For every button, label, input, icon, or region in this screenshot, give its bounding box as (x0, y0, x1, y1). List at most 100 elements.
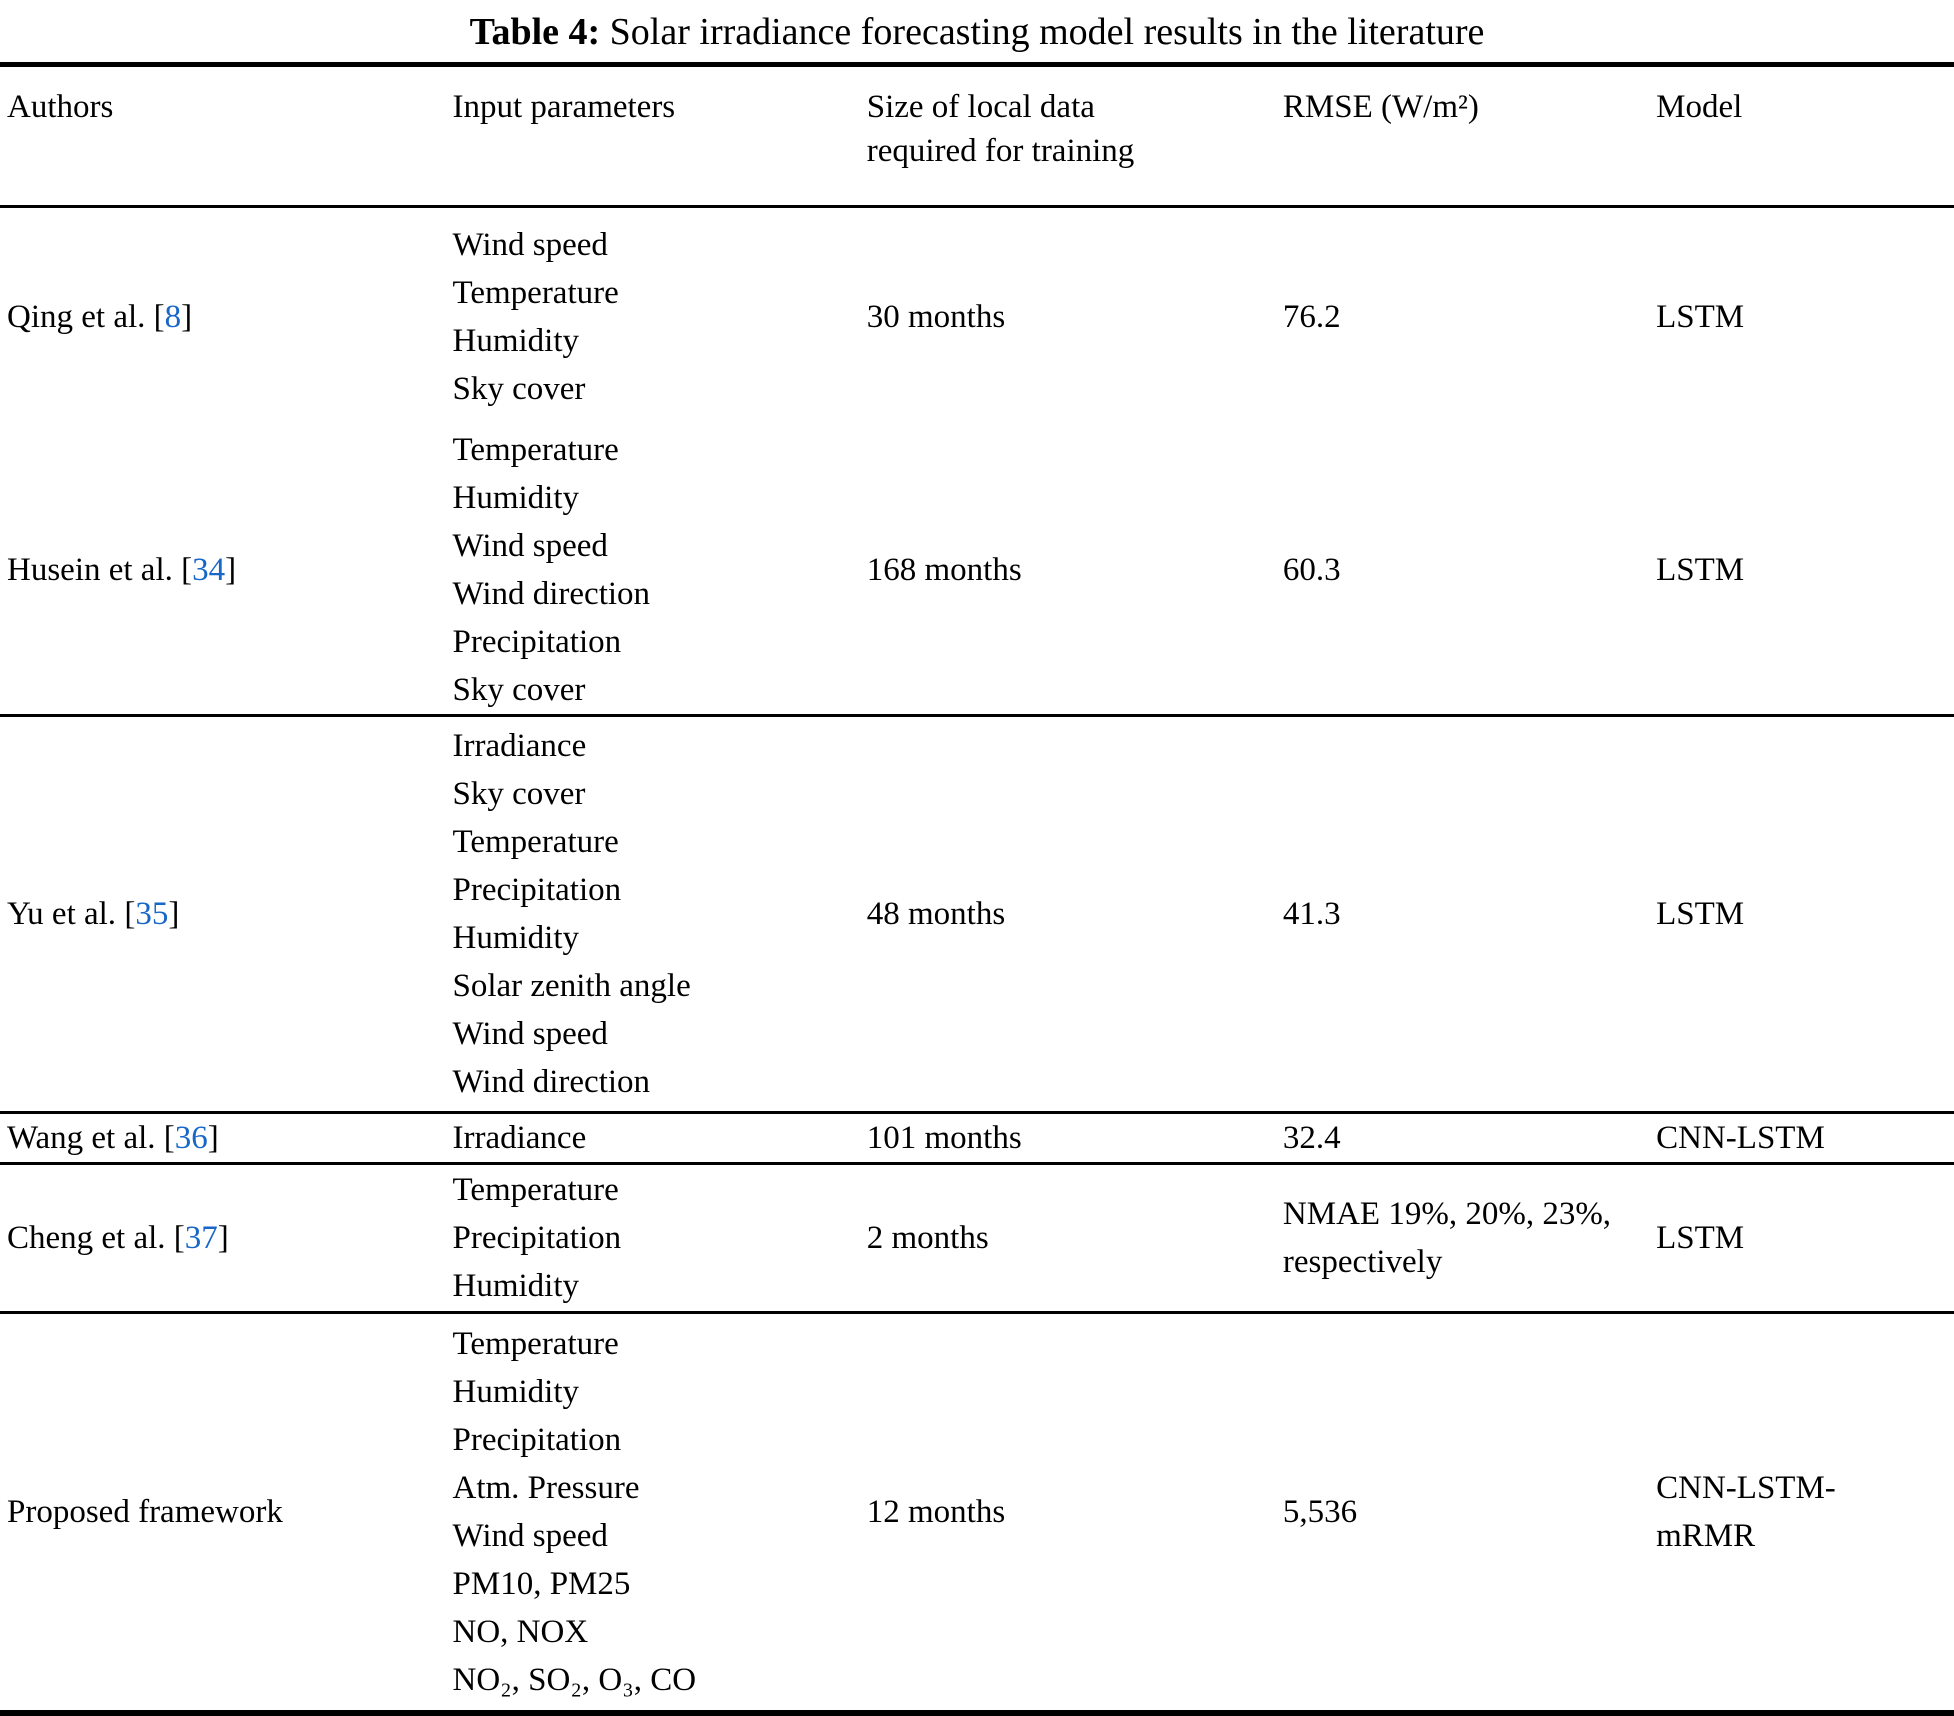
rmse-cell: 32.4 (1275, 1112, 1650, 1165)
parameter-line: NO₂, SO₂, O₃, CO (452, 1662, 697, 1698)
training-size-cell: 101 months (859, 1112, 1276, 1165)
table-row: Proposed framework Temperature Humidity … (0, 1313, 1954, 1714)
col-header-size: Size of local data required for training (859, 64, 1276, 208)
author-name: Yu et al. (7, 896, 117, 932)
citation-bracket-open: [ (155, 1120, 175, 1156)
input-parameters-cell: Temperature Humidity Wind speed Wind dir… (445, 426, 860, 717)
parameter-line: Irradiance (452, 1120, 587, 1156)
parameter-line: Sky cover (452, 776, 586, 812)
parameter-line: Wind speed (452, 1016, 608, 1052)
model-cell: CNN-LSTM-mRMR (1649, 1313, 1954, 1714)
parameter-line: Wind direction (452, 576, 651, 612)
results-table: Authors Input parameters Size of local d… (0, 62, 1954, 1716)
parameter-line: Wind speed (452, 1518, 608, 1554)
input-parameters-cell: Temperature Precipitation Humidity (445, 1163, 860, 1314)
citation-link[interactable]: 8 (164, 299, 182, 335)
citation-bracket-close: ] (217, 1220, 229, 1256)
citation-bracket-close: ] (168, 896, 180, 932)
citation-link[interactable]: 37 (184, 1220, 218, 1256)
model-cell: LSTM (1649, 1163, 1954, 1314)
citation-bracket-open: [ (165, 1220, 185, 1256)
header-row: Authors Input parameters Size of local d… (0, 64, 1954, 208)
parameter-line: Precipitation (452, 624, 622, 660)
citation-link[interactable]: 34 (192, 552, 226, 588)
col-header-size-text: Size of local data required for training (866, 89, 1135, 169)
authors-cell: Wang et al. [36] (0, 1112, 446, 1165)
col-header-authors: Authors (0, 64, 446, 208)
table-caption-label: Table 4: (469, 11, 601, 53)
training-size-cell: 30 months (866, 299, 1006, 335)
parameter-line: Sky cover (452, 672, 586, 708)
training-size-cell: 168 months (859, 426, 1276, 717)
table-row: Wang et al. [36] Irradiance 101 months 3… (0, 1112, 1954, 1165)
training-size-cell: 2 months (859, 1163, 1276, 1314)
parameter-line: Temperature (452, 275, 619, 311)
parameter-line: Humidity (452, 1268, 580, 1304)
model-cell: LSTM (1649, 426, 1954, 717)
author-name: Qing et al. (7, 299, 146, 335)
training-size-cell: 12 months (866, 1494, 1006, 1530)
table-row: Husein et al. [34] Temperature Humidity … (0, 426, 1954, 717)
authors-cell: Husein et al. [34] (0, 426, 446, 717)
table-caption: Table 4: Solar irradiance forecasting mo… (0, 0, 1954, 62)
author-name: Proposed framework (7, 1494, 283, 1530)
authors-cell: Yu et al. [35] (0, 715, 446, 1114)
citation-link[interactable]: 36 (174, 1120, 208, 1156)
parameter-line: NO, NOX (452, 1614, 589, 1650)
parameter-line: Humidity (452, 323, 580, 359)
citation-bracket-close: ] (181, 299, 193, 335)
training-size-cell: 48 months (859, 715, 1276, 1114)
parameter-line: Precipitation (452, 1422, 622, 1458)
citation-bracket-close: ] (225, 552, 237, 588)
table-row: Qing et al. [8] Wind speed Temperature H… (0, 207, 1954, 427)
parameter-line: PM10, PM25 (452, 1566, 631, 1602)
input-parameters-cell: Irradiance Sky cover Temperature Precipi… (445, 715, 860, 1114)
parameter-line: Precipitation (452, 872, 622, 908)
rmse-value: NMAE 19%, 20%, 23%, respectively (1282, 1196, 1612, 1280)
authors-cell: Cheng et al. [37] (0, 1163, 446, 1314)
citation-bracket-open: [ (116, 896, 136, 932)
author-name: Cheng et al. (7, 1220, 166, 1256)
table-row: Yu et al. [35] Irradiance Sky cover Temp… (0, 715, 1954, 1114)
col-header-rmse: RMSE (W/m²) (1275, 64, 1650, 208)
model-cell: LSTM (1656, 299, 1745, 335)
rmse-cell: 76.2 (1282, 299, 1341, 335)
citation-bracket-open: [ (172, 552, 193, 588)
parameter-line: Humidity (452, 1374, 580, 1410)
input-parameters-cell: Wind speed Temperature Humidity Sky cove… (446, 207, 860, 427)
rmse-cell: 41.3 (1275, 715, 1650, 1114)
col-header-input-parameters: Input parameters (445, 64, 860, 208)
parameter-line: Temperature (452, 824, 619, 860)
rmse-cell: 60.3 (1275, 426, 1650, 717)
parameter-line: Humidity (452, 920, 580, 956)
authors-cell: Proposed framework (0, 1313, 446, 1714)
table-caption-text: Solar irradiance forecasting model resul… (600, 11, 1485, 53)
col-header-model: Model (1649, 64, 1954, 208)
parameter-line: Wind direction (452, 1064, 651, 1100)
parameter-line: Temperature (452, 1326, 619, 1362)
parameter-line: Wind speed (452, 528, 608, 564)
citation-bracket-open: [ (145, 299, 165, 335)
parameter-line: Sky cover (452, 371, 586, 407)
rmse-cell: NMAE 19%, 20%, 23%, respectively (1275, 1163, 1650, 1314)
parameter-line: Precipitation (452, 1220, 622, 1256)
model-cell: LSTM (1649, 715, 1954, 1114)
rmse-cell: 5,536 (1282, 1494, 1358, 1530)
authors-cell: Qing et al. [8] (0, 207, 446, 427)
citation-bracket-close: ] (207, 1120, 219, 1156)
parameter-line: Irradiance (452, 728, 587, 764)
author-name: Wang et al. (7, 1120, 156, 1156)
input-parameters-cell: Irradiance (445, 1112, 860, 1165)
parameter-line: Temperature (452, 1172, 619, 1208)
table-row: Cheng et al. [37] Temperature Precipitat… (0, 1163, 1954, 1314)
model-value: CNN-LSTM-mRMR (1656, 1470, 1836, 1554)
parameter-line: Solar zenith angle (452, 968, 691, 1004)
author-name: Husein et al. (7, 552, 173, 588)
parameter-line: Atm. Pressure (452, 1470, 640, 1506)
input-parameters-cell: Temperature Humidity Precipitation Atm. … (446, 1313, 860, 1714)
parameter-line: Temperature (452, 432, 619, 468)
parameter-line: Humidity (452, 480, 580, 516)
model-cell: CNN-LSTM (1649, 1112, 1954, 1165)
citation-link[interactable]: 35 (135, 896, 169, 932)
parameter-line: Wind speed (452, 227, 608, 263)
